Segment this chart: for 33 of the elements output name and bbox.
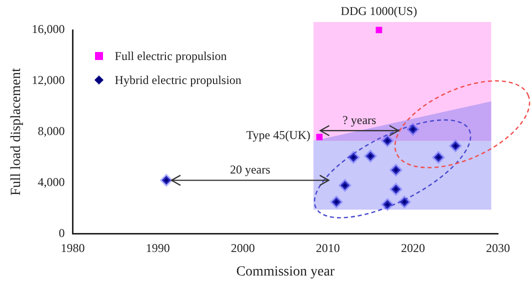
point [381, 198, 394, 211]
annotation: Type 45(UK) [246, 128, 310, 142]
x-axis-title: Commission year [236, 264, 335, 280]
y-tick-label: 8,000 [38, 124, 65, 138]
point [390, 164, 402, 176]
point [449, 140, 462, 152]
point [160, 174, 172, 186]
legend-label: Full electric propulsion [114, 48, 227, 64]
legend-label: Hybrid electric propulsion [114, 72, 242, 88]
x-tick-label: 2000 [230, 241, 255, 256]
x-tick-label: 2030 [486, 241, 510, 256]
point [338, 179, 351, 192]
point [432, 151, 444, 164]
point [364, 150, 376, 162]
annotation: 20 years [230, 162, 271, 176]
x-tick-label: 1980 [60, 241, 85, 256]
annotation: ? years [342, 112, 377, 127]
x-tick-label: 1990 [146, 241, 170, 256]
x-tick-label: 2020 [400, 241, 425, 256]
y-tick-label: 16,000 [32, 22, 65, 36]
point [390, 183, 402, 196]
y-tick-label: 0 [58, 226, 65, 240]
point [381, 134, 394, 147]
point [347, 151, 360, 164]
y-axis-title: Full load displacement [9, 68, 24, 196]
point [406, 123, 419, 136]
annotation: DDG 1000(US) [340, 4, 418, 18]
point [330, 196, 342, 208]
point [316, 134, 323, 140]
y-tick-label: 4,000 [38, 175, 65, 190]
point [398, 196, 410, 208]
x-tick-label: 2010 [316, 241, 340, 256]
y-tick-label: 12,000 [32, 73, 65, 88]
